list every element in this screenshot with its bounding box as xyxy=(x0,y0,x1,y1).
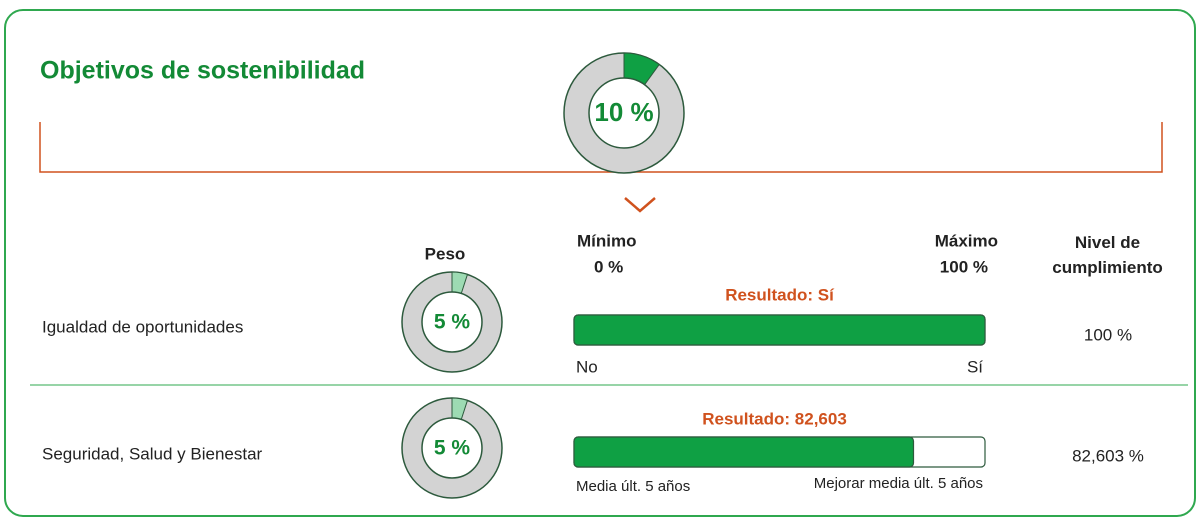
max-header: Máximo xyxy=(935,231,998,250)
level-header: Nivel de cumplimiento xyxy=(1052,233,1163,277)
result: Resultado: 82,603 xyxy=(702,409,847,428)
donut-hole xyxy=(421,417,483,479)
level-value: 82,603 % xyxy=(1072,446,1144,465)
level-header-box: Nivel de cumplimiento xyxy=(1052,233,1163,277)
donut-label: 5 % xyxy=(434,437,471,460)
result: Resultado: Sí xyxy=(725,285,835,304)
donut-hole xyxy=(421,291,483,353)
title: Objetivos de sostenibilidad xyxy=(40,57,365,85)
chevron xyxy=(624,197,656,213)
weight-header: Peso xyxy=(425,244,466,263)
bracket xyxy=(39,122,1163,173)
min-header: Mínimo xyxy=(577,231,637,250)
bar-right-label: Mejorar media últ. 5 años xyxy=(814,475,983,492)
bar-left-label: Media últ. 5 años xyxy=(576,478,690,495)
donut-hole xyxy=(588,77,660,149)
row-name: Seguridad, Salud y Bienestar xyxy=(42,444,263,463)
min-value: 0 % xyxy=(594,257,623,276)
bar-left-label: No xyxy=(576,357,598,376)
row-name: Igualdad de oportunidades xyxy=(42,317,243,336)
donut-label: 10 % xyxy=(594,97,653,127)
bar-fill xyxy=(573,436,915,468)
bar-fill xyxy=(573,314,986,346)
donut-label: 5 % xyxy=(434,311,471,334)
panel-border xyxy=(4,9,1196,517)
max-value: 100 % xyxy=(940,257,988,276)
level-value: 100 % xyxy=(1084,325,1132,344)
bar-right-label: Sí xyxy=(967,357,983,376)
